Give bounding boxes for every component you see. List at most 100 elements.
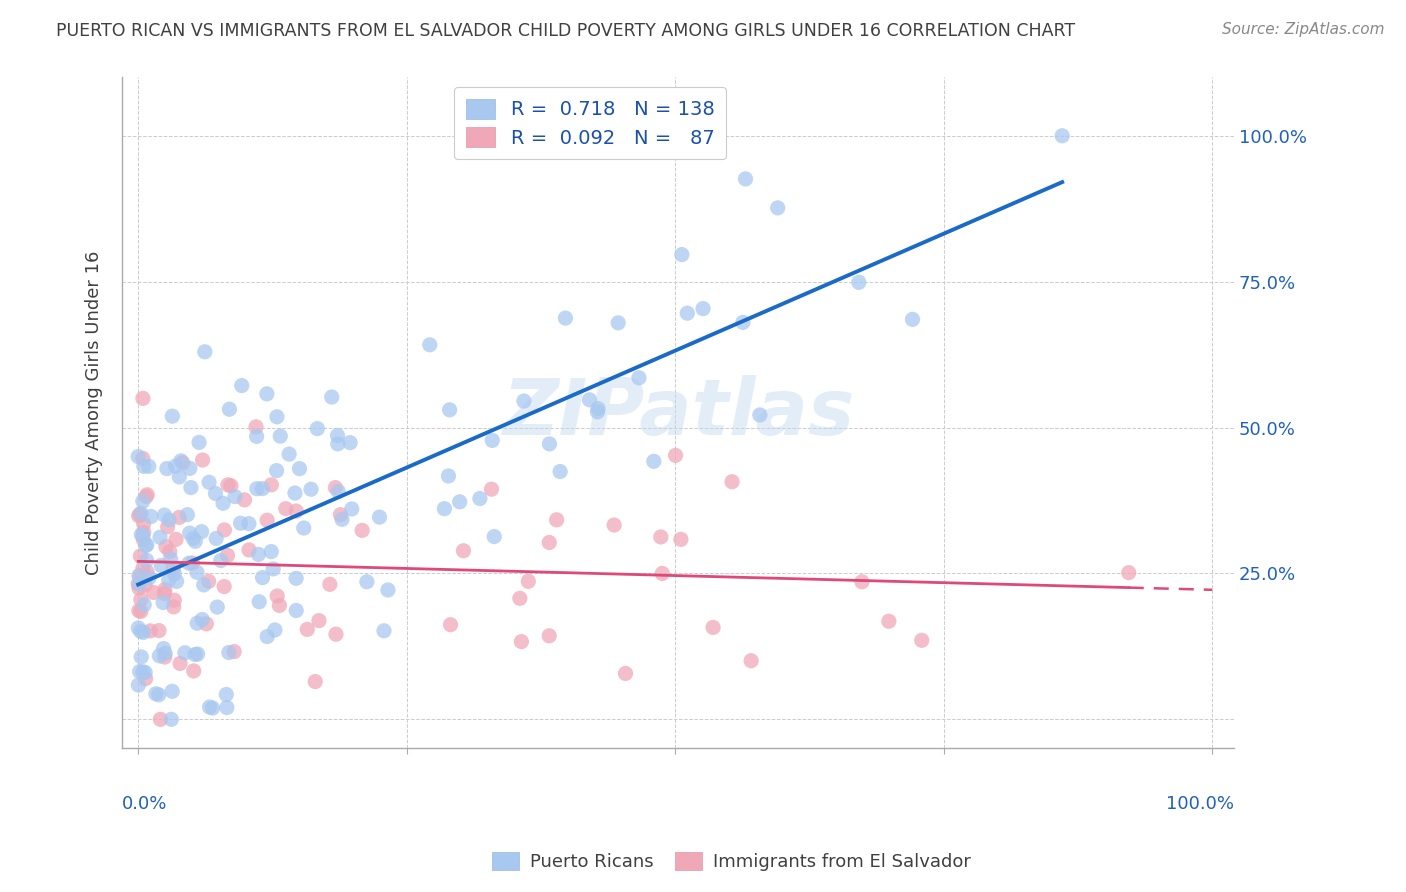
Point [181, 556, 204, 570]
Point [513, 394, 536, 409]
Point [180, 481, 202, 495]
Point [139, 624, 162, 638]
Point [266, 409, 288, 424]
Point [692, 301, 714, 316]
Point [247, 595, 270, 609]
Point [181, 532, 204, 546]
Point [129, 649, 152, 664]
Point [702, 620, 724, 634]
Point [603, 518, 626, 533]
Point [152, 595, 174, 609]
Point [368, 510, 391, 524]
Point [328, 484, 350, 499]
Point [224, 644, 246, 658]
Point [132, 451, 155, 466]
Point [439, 617, 461, 632]
Point [132, 516, 155, 531]
Point [245, 420, 267, 434]
Point [285, 603, 308, 617]
Point [198, 700, 221, 714]
Point [134, 598, 156, 612]
Point [554, 311, 576, 326]
Point [740, 654, 762, 668]
Point [215, 688, 238, 702]
Point [153, 508, 176, 522]
Point [160, 684, 183, 698]
Point [212, 496, 235, 510]
Point [205, 532, 228, 546]
Point [299, 482, 322, 496]
Point [148, 624, 170, 638]
Point [160, 712, 183, 726]
Point [149, 530, 172, 544]
Point [195, 616, 218, 631]
Point [238, 542, 260, 557]
Point [538, 535, 561, 549]
Point [848, 276, 870, 290]
Point [766, 201, 789, 215]
Point [128, 577, 150, 591]
Point [453, 543, 475, 558]
Point [252, 571, 274, 585]
Point [468, 491, 491, 506]
Point [132, 528, 155, 542]
Point [627, 371, 650, 385]
Point [218, 402, 240, 417]
Point [481, 434, 503, 448]
Point [132, 494, 155, 508]
Point [607, 316, 630, 330]
Point [184, 648, 207, 662]
Point [135, 538, 157, 552]
Point [127, 576, 149, 591]
Point [135, 672, 157, 686]
Point [269, 599, 291, 613]
Point [643, 454, 665, 468]
Point [266, 464, 288, 478]
Point [748, 408, 770, 422]
Point [352, 524, 374, 538]
Point [219, 479, 242, 493]
Point [132, 561, 155, 575]
Point [187, 647, 209, 661]
Point [1118, 566, 1140, 580]
Point [256, 630, 278, 644]
Point [218, 646, 240, 660]
Point [176, 508, 198, 522]
Text: Source: ZipAtlas.com: Source: ZipAtlas.com [1222, 22, 1385, 37]
Point [297, 623, 319, 637]
Point [191, 613, 214, 627]
Point [127, 621, 149, 635]
Point [650, 530, 672, 544]
Point [207, 600, 229, 615]
Point [509, 591, 531, 606]
Point [439, 402, 461, 417]
Point [128, 604, 150, 618]
Point [238, 516, 260, 531]
Point [269, 429, 291, 443]
Point [153, 650, 176, 665]
Point [231, 378, 253, 392]
Point [153, 586, 176, 600]
Point [169, 657, 191, 671]
Point [162, 561, 184, 575]
Point [433, 501, 456, 516]
Point [127, 450, 149, 464]
Point [260, 478, 283, 492]
Point [731, 315, 754, 329]
Point [136, 565, 159, 579]
Point [179, 526, 201, 541]
Point [419, 338, 441, 352]
Point [484, 530, 506, 544]
Point [252, 482, 274, 496]
Point [901, 312, 924, 326]
Point [224, 490, 246, 504]
Point [449, 495, 471, 509]
Point [329, 508, 352, 522]
Point [356, 574, 378, 589]
Point [212, 580, 235, 594]
Point [548, 465, 571, 479]
Point [197, 574, 219, 589]
Point [285, 571, 308, 585]
Point [308, 614, 330, 628]
Point [165, 458, 187, 473]
